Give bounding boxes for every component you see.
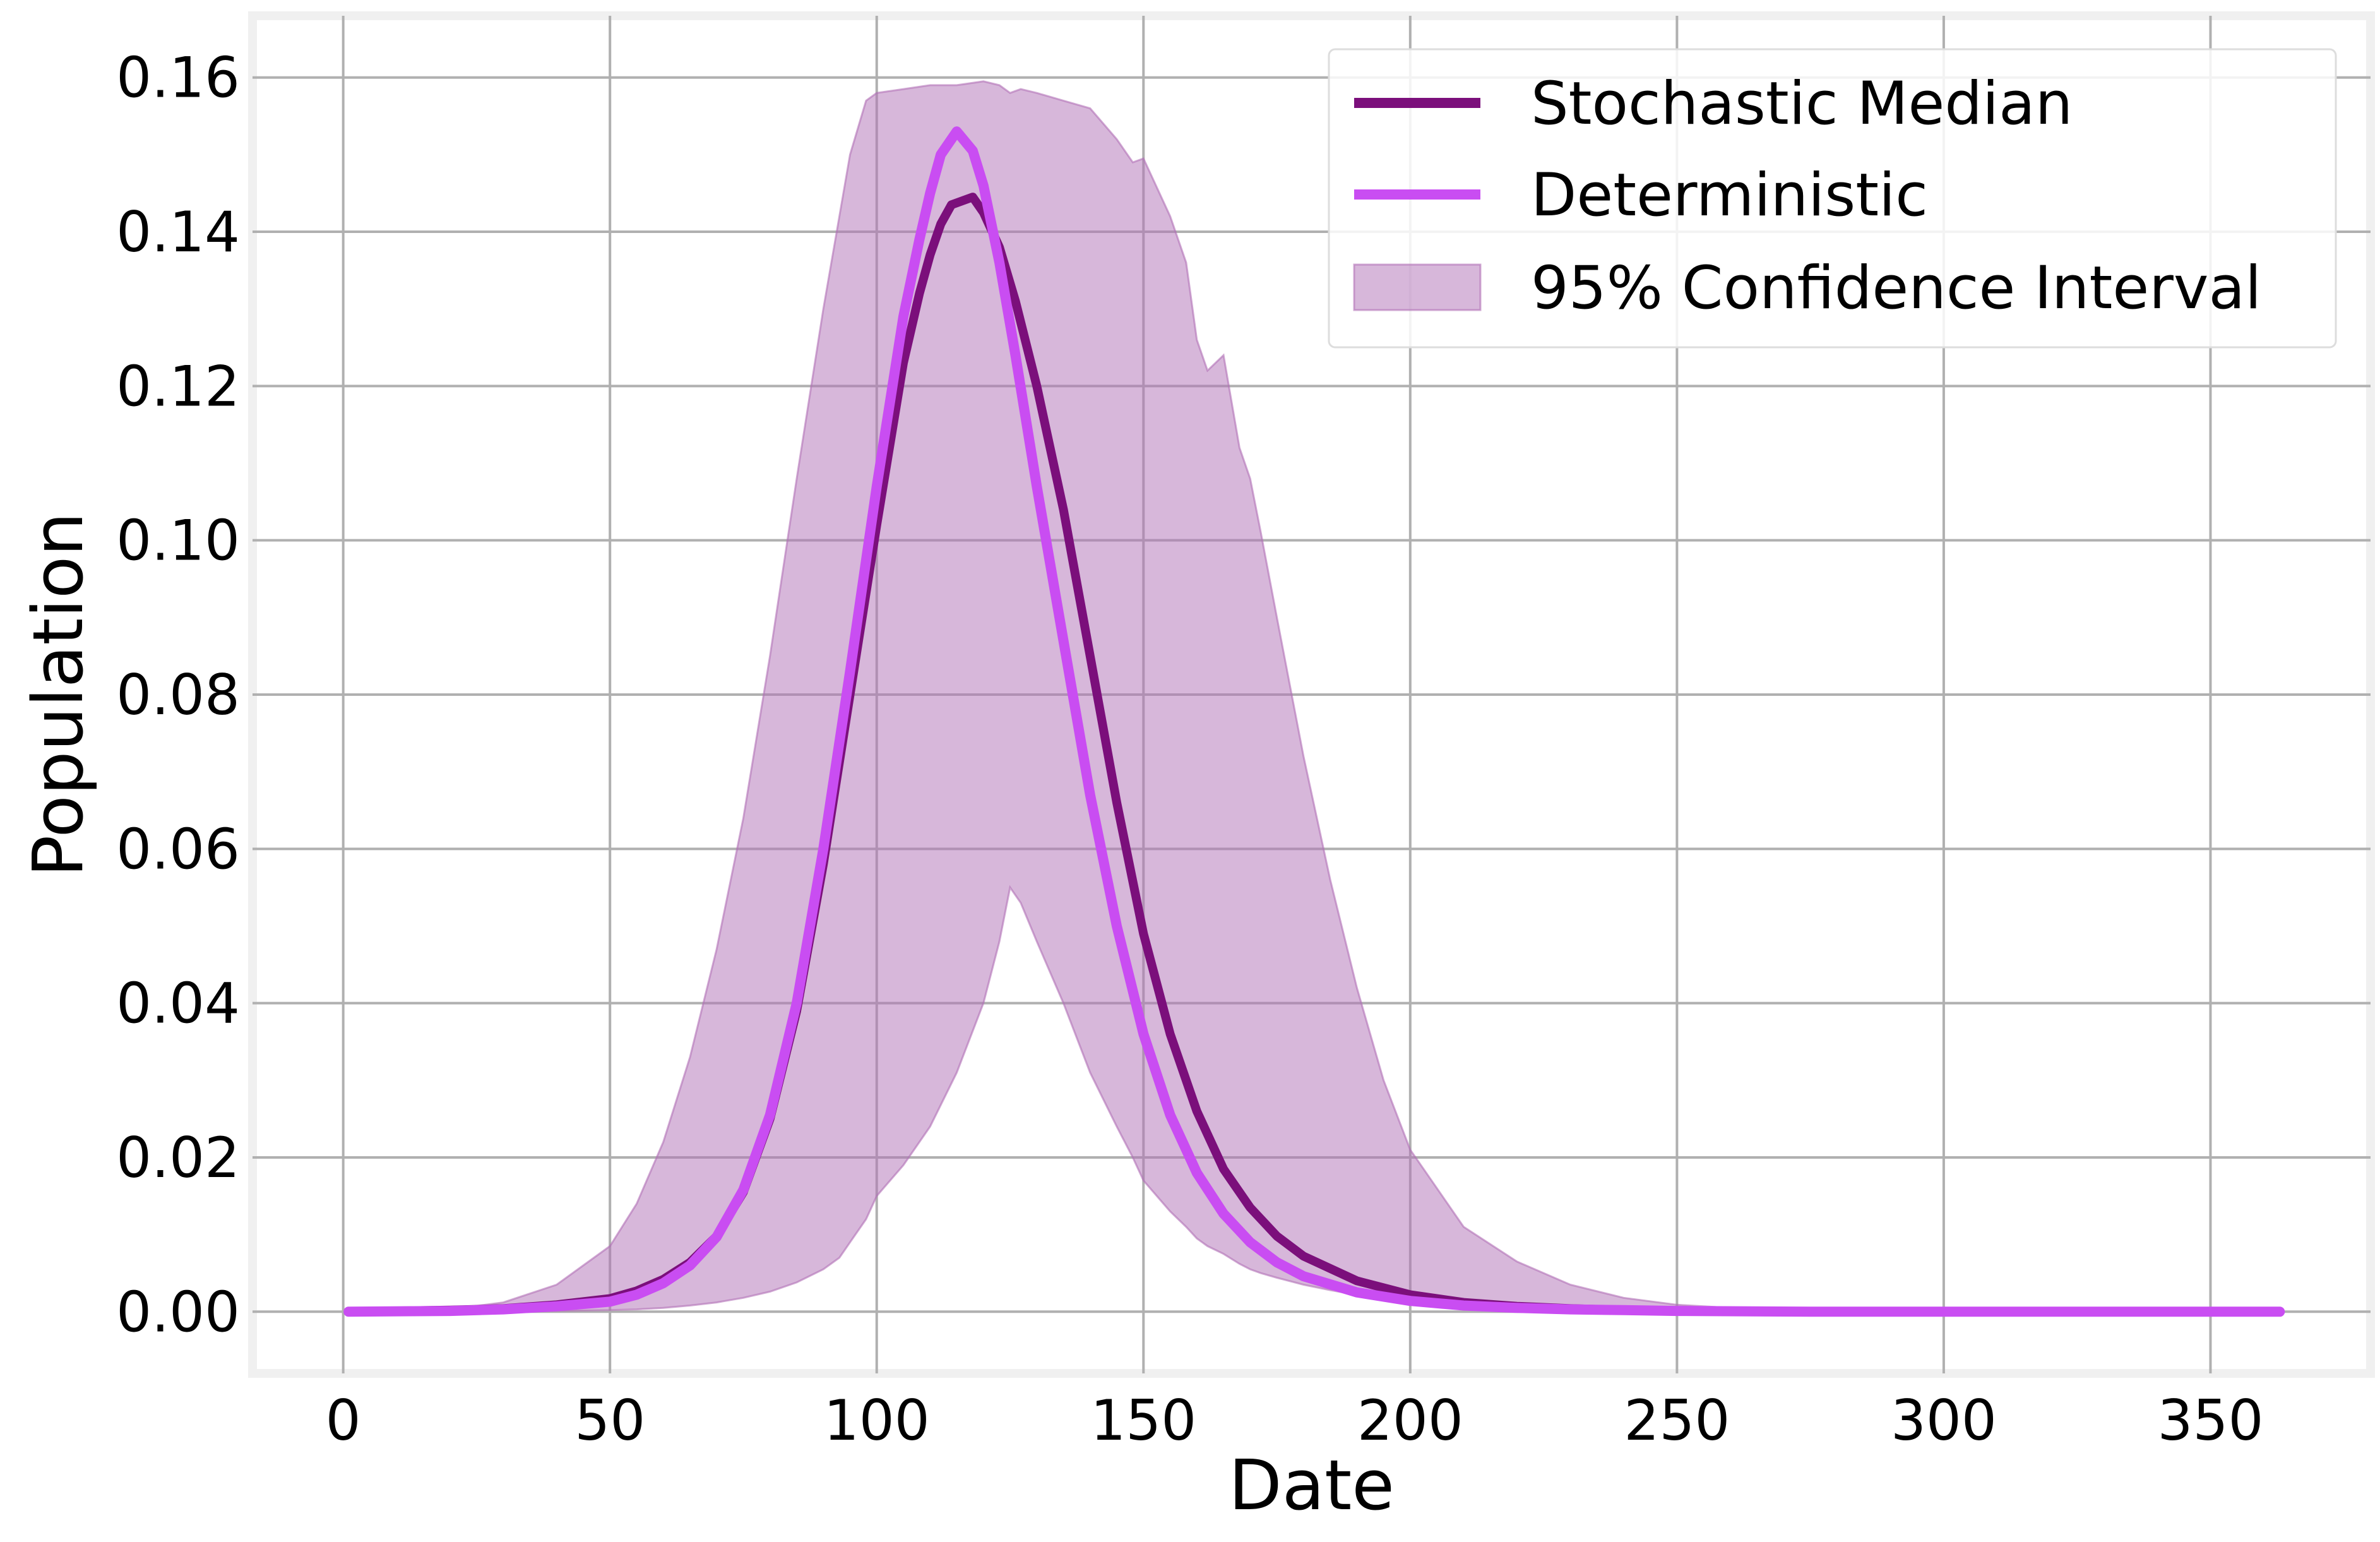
y-tick-label: 0.16: [116, 45, 240, 111]
legend-label-confidence-interval: 95% Confidence Interval: [1531, 254, 2261, 323]
legend-swatch-confidence-interval: [1353, 263, 1482, 311]
y-tick-label: 0.08: [116, 662, 240, 727]
series-line-deterministic: [343, 126, 2285, 1317]
y-tick-label: 0.02: [116, 1125, 240, 1190]
legend-label-deterministic: Deterministic: [1531, 161, 1928, 230]
x-tick-label: 300: [1891, 1388, 1997, 1453]
y-tick-label: 0.12: [116, 354, 240, 419]
y-tick-label: 0.04: [116, 971, 240, 1036]
x-tick-label: 0: [326, 1388, 361, 1453]
confidence-band-layer: [348, 80, 2280, 1313]
x-tick-label: 150: [1090, 1388, 1196, 1453]
y-axis-ticks: 0.00 0.02 0.04 0.06 0.08 0.10 0.12 0.14 0.16: [116, 45, 240, 1345]
legend: Stochastic Median Deterministic 95% Conf…: [1328, 48, 2337, 349]
y-tick-label: 0.10: [116, 508, 240, 573]
legend-label-stochastic-median: Stochastic Median: [1531, 69, 2073, 138]
x-tick-label: 100: [824, 1388, 930, 1453]
series-line-layer: [343, 126, 2285, 1317]
x-tick-label: 50: [574, 1388, 645, 1453]
y-axis-label: Population: [18, 512, 98, 877]
legend-box: [1328, 48, 2337, 349]
x-tick-label: 350: [2157, 1388, 2263, 1453]
confidence-interval-band: [348, 80, 2280, 1313]
x-tick-label: 250: [1624, 1388, 1730, 1453]
x-tick-label: 200: [1357, 1388, 1463, 1453]
y-tick-label: 0.00: [116, 1279, 240, 1344]
y-tick-label: 0.06: [116, 816, 240, 882]
y-tick-label: 0.14: [116, 200, 240, 265]
x-axis-ticks: 0 50 100 150 200 250 300 350: [326, 1388, 2264, 1453]
x-axis-label: Date: [1229, 1445, 1395, 1526]
